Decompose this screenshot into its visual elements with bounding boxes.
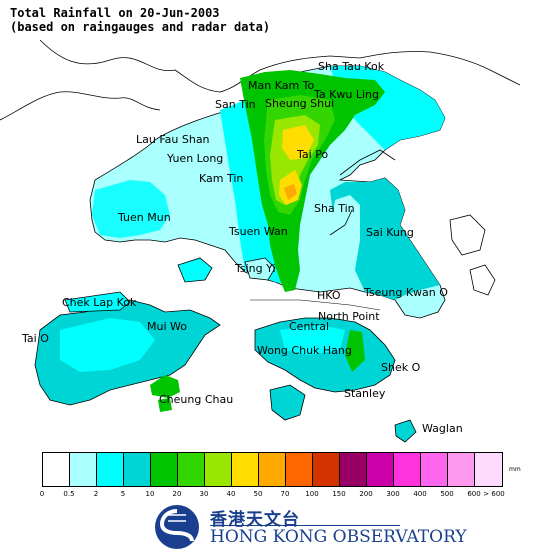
legend-swatch xyxy=(367,453,394,486)
legend-tick-label: 2 xyxy=(93,490,99,498)
legend-swatch xyxy=(286,453,313,486)
legend-tick-label: 400 xyxy=(413,490,427,498)
place-tuen-mun: Tuen Mun xyxy=(118,211,171,224)
place-sai-kung: Sai Kung xyxy=(366,226,414,239)
legend-tick-label: 500 xyxy=(440,490,454,498)
legend-swatch xyxy=(70,453,97,486)
place-stanley: Stanley xyxy=(344,387,386,400)
legend-swatch xyxy=(43,453,70,486)
legend-swatch xyxy=(151,453,178,486)
shing-mun-river xyxy=(329,209,353,236)
rainfall-legend xyxy=(42,452,503,487)
legend-tick-label: 5 xyxy=(120,490,126,498)
legend-unit: mm xyxy=(509,466,521,473)
legend-tick-label: > 600 xyxy=(483,490,505,498)
lamma-island xyxy=(269,384,306,421)
legend-tick-label: 0.5 xyxy=(63,490,75,498)
legend-swatch xyxy=(421,453,448,486)
legend-swatch xyxy=(232,453,259,486)
place-central: Central xyxy=(289,320,330,333)
southern-islet xyxy=(394,419,417,443)
legend-tick-label: 200 xyxy=(359,490,373,498)
place-lau-fau-shan: Lau Fau Shan xyxy=(136,133,210,146)
place-waglan: Waglan xyxy=(422,422,463,435)
legend-swatch xyxy=(124,453,151,486)
place-yuen-long: Yuen Long xyxy=(167,152,224,165)
legend-ticks: 0 0.5 2 5 10 20 30 40 50 70 100 150 200 300 400 500 600 >… xyxy=(0,490,545,502)
legend-tick-label: 70 xyxy=(280,490,290,498)
place-hko: HKO xyxy=(317,289,341,302)
legend-swatch xyxy=(340,453,367,486)
tolo-harbour xyxy=(339,149,396,176)
place-tsing-yi: Tsing Yi xyxy=(235,262,276,275)
logo-english-name: HONG KONG OBSERVATORY xyxy=(210,527,467,547)
map-title: Total Rainfall on 20-Jun-2003 (based on … xyxy=(10,6,271,34)
chek-lap-kok-island xyxy=(64,291,131,313)
shenzhen-coastline xyxy=(39,39,521,93)
place-wong-chuk-hang: Wong Chuk Hang xyxy=(257,344,352,357)
place-chek-lap-kok: Chek Lap Kok xyxy=(62,296,137,309)
sai-kung-islands xyxy=(449,214,486,256)
place-ta-kwu-ling: Ta Kwu Ling xyxy=(314,88,379,101)
place-sha-tin: Sha Tin xyxy=(314,202,355,215)
place-sha-tau-kok: Sha Tau Kok xyxy=(318,60,385,73)
legend-swatch xyxy=(97,453,124,486)
place-north-point: North Point xyxy=(318,310,380,323)
legend-swatch xyxy=(259,453,286,486)
tsing-yi-island xyxy=(244,257,276,281)
place-kam-tin: Kam Tin xyxy=(199,172,244,185)
place-tsuen-wan: Tsuen Wan xyxy=(229,225,288,238)
place-man-kam-to: Man Kam To xyxy=(248,79,315,92)
legend-swatch xyxy=(313,453,340,486)
legend-tick-label: 20 xyxy=(172,490,182,498)
place-cheung-chau: Cheung Chau xyxy=(159,393,234,406)
legend-tick-label: 10 xyxy=(145,490,155,498)
legend-swatch xyxy=(205,453,232,486)
logo-divider xyxy=(210,525,400,526)
place-tseung-kwan-o: Tseung Kwan O xyxy=(364,286,448,299)
legend-swatch xyxy=(475,453,502,486)
legend-swatch xyxy=(178,453,205,486)
place-tai-po: Tai Po xyxy=(297,148,329,161)
legend-tick-label: 100 xyxy=(305,490,319,498)
place-san-tin: San Tin xyxy=(215,98,256,111)
hko-logo-icon xyxy=(155,505,199,549)
legend-tick-label: 150 xyxy=(332,490,346,498)
legend-tick-label: 300 xyxy=(386,490,400,498)
place-mui-wo: Mui Wo xyxy=(147,320,187,333)
legend-tick-label: 50 xyxy=(253,490,263,498)
place-shek-o: Shek O xyxy=(381,361,421,374)
legend-tick-label: 40 xyxy=(226,490,236,498)
place-tai-o: Tai O xyxy=(22,332,49,345)
victoria-harbour xyxy=(250,299,381,311)
legend-swatch xyxy=(394,453,421,486)
deep-bay-outline xyxy=(0,91,161,121)
legend-swatch xyxy=(448,453,475,486)
legend-tick-label: 600 xyxy=(467,490,481,498)
place-sheung-shui: Sheung Shui xyxy=(265,97,335,110)
legend-tick-label: 0 xyxy=(39,490,45,498)
legend-tick-label: 30 xyxy=(199,490,209,498)
